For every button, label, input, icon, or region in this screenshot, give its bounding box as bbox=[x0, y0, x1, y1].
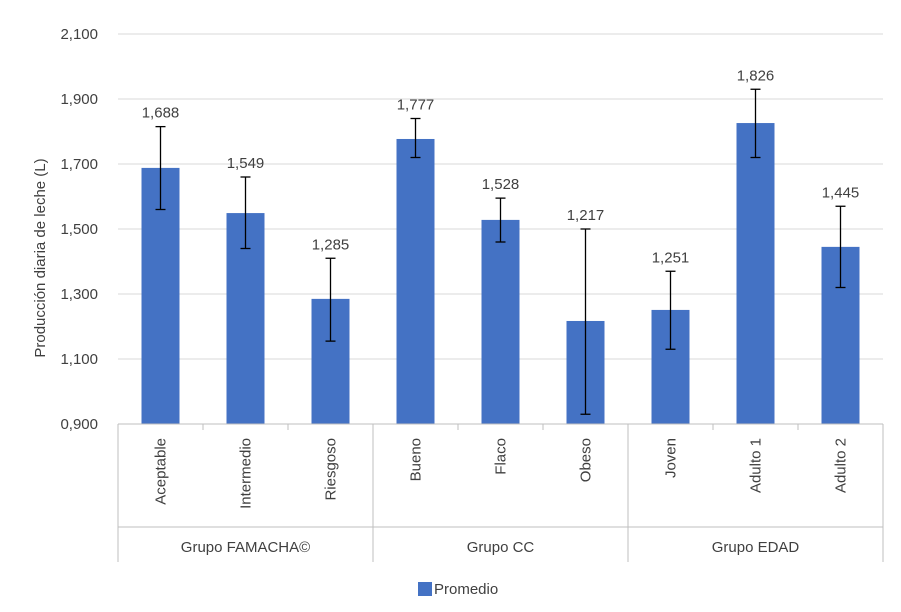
data-label: 1,285 bbox=[312, 236, 350, 253]
data-label: 1,528 bbox=[482, 176, 520, 193]
y-axis-title: Producción diaria de leche (L) bbox=[32, 158, 49, 357]
bar bbox=[481, 219, 520, 424]
data-label: 1,251 bbox=[652, 249, 690, 266]
category-label: Flaco bbox=[493, 438, 510, 475]
data-label: 1,688 bbox=[142, 105, 180, 122]
y-axis-ticks: 0,900 1,100 1,300 1,500 1,700 1,900 2,100 bbox=[60, 26, 98, 433]
y-tick-label: 2,100 bbox=[60, 26, 98, 43]
data-label: 1,777 bbox=[397, 97, 435, 114]
category-labels: Aceptable Intermedio Riesgoso Bueno Flaco Obe… bbox=[153, 438, 850, 509]
bar bbox=[141, 167, 180, 424]
y-tick-label: 1,100 bbox=[60, 351, 98, 368]
bar bbox=[396, 138, 435, 424]
data-label: 1,826 bbox=[737, 67, 775, 84]
y-tick-label: 1,700 bbox=[60, 156, 98, 173]
group-label: Grupo FAMACHA© bbox=[181, 539, 310, 556]
data-label: 1,549 bbox=[227, 155, 265, 172]
legend-swatch bbox=[418, 582, 432, 596]
legend: Promedio bbox=[418, 581, 498, 598]
group-label: Grupo CC bbox=[467, 539, 535, 556]
category-label: Riesgoso bbox=[323, 438, 340, 501]
error-bars bbox=[155, 88, 846, 415]
data-label: 1,445 bbox=[822, 184, 860, 201]
data-labels: 1,688 1,549 1,285 1,777 1,528 1,217 1,251 1,826… bbox=[142, 67, 860, 266]
category-label: Aceptable bbox=[153, 438, 170, 505]
category-label: Adulto 2 bbox=[833, 438, 850, 493]
category-label: Joven bbox=[663, 438, 680, 478]
category-label: Intermedio bbox=[238, 438, 255, 509]
y-tick-label: 0,900 bbox=[60, 416, 98, 433]
legend-label: Promedio bbox=[434, 581, 498, 598]
group-labels: Grupo FAMACHA© Grupo CC Grupo EDAD bbox=[181, 539, 800, 556]
data-label: 1,217 bbox=[567, 207, 605, 224]
category-axis-frame bbox=[117, 423, 884, 562]
y-tick-label: 1,300 bbox=[60, 286, 98, 303]
bar bbox=[736, 123, 775, 425]
category-label: Adulto 1 bbox=[748, 438, 765, 493]
category-label: Obeso bbox=[578, 438, 595, 482]
group-label: Grupo EDAD bbox=[712, 539, 800, 556]
category-label: Bueno bbox=[408, 438, 425, 481]
y-tick-label: 1,500 bbox=[60, 221, 98, 238]
y-tick-label: 1,900 bbox=[60, 91, 98, 108]
